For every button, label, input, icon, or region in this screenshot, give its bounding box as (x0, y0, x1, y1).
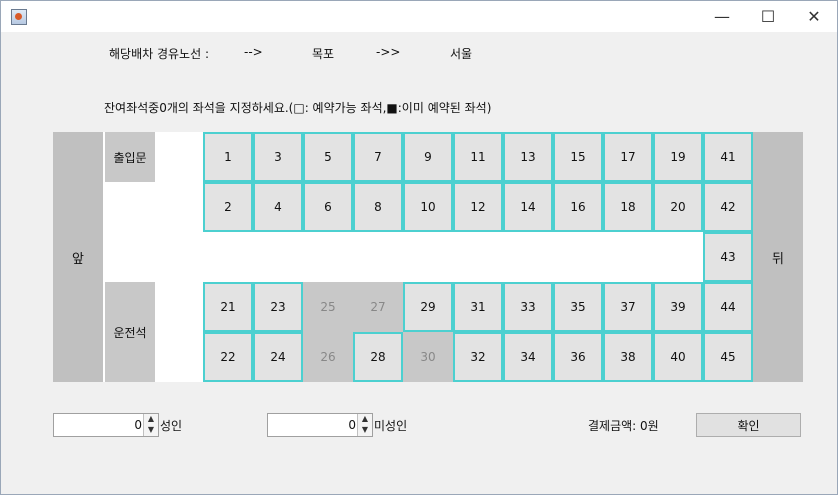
spinner-up-icon[interactable]: ▲ (361, 414, 369, 423)
seat-button-34[interactable]: 34 (503, 332, 553, 382)
seat-button-32[interactable]: 32 (453, 332, 503, 382)
seat-button-6[interactable]: 6 (303, 182, 353, 232)
seat-button-20[interactable]: 20 (653, 182, 703, 232)
payment-amount: 결제금액: 0원 (588, 419, 659, 433)
route-arrow-1: --> (244, 45, 263, 59)
minor-count-spinner[interactable]: 0 ▲ ▼ (267, 413, 373, 437)
seat-button-19[interactable]: 19 (653, 132, 703, 182)
seat-button-15[interactable]: 15 (553, 132, 603, 182)
seat-button-33[interactable]: 33 (503, 282, 553, 332)
driver-seat: 운전석 (105, 282, 155, 382)
seat-button-45[interactable]: 45 (703, 332, 753, 382)
maximize-button[interactable]: ☐ (760, 7, 776, 26)
seat-button-22[interactable]: 22 (203, 332, 253, 382)
seat-button-23[interactable]: 23 (253, 282, 303, 332)
seat-button-13[interactable]: 13 (503, 132, 553, 182)
seat-button-9[interactable]: 9 (403, 132, 453, 182)
seat-button-7[interactable]: 7 (353, 132, 403, 182)
seat-button-8[interactable]: 8 (353, 182, 403, 232)
seat-button-25[interactable]: 25 (303, 282, 353, 332)
minimize-button[interactable]: — (714, 7, 730, 26)
close-button[interactable]: ✕ (807, 7, 821, 26)
seat-button-38[interactable]: 38 (603, 332, 653, 382)
seat-button-29[interactable]: 29 (403, 282, 453, 332)
spinner-down-icon[interactable]: ▼ (147, 425, 155, 434)
seat-button-24[interactable]: 24 (253, 332, 303, 382)
spinner-down-icon[interactable]: ▼ (361, 425, 369, 434)
spinner-up-icon[interactable]: ▲ (147, 414, 155, 423)
adult-count-value: 0 (134, 418, 142, 432)
seat-button-41[interactable]: 41 (703, 132, 753, 182)
seat-button-11[interactable]: 11 (453, 132, 503, 182)
main-panel: 해당배차 경유노선 : --> 목포 ->> 서울 잔여좌석중0개의 좌석을 지… (1, 32, 837, 494)
route-arrow-2: ->> (376, 45, 401, 59)
seat-button-36[interactable]: 36 (553, 332, 603, 382)
seat-button-26[interactable]: 26 (303, 332, 353, 382)
confirm-button[interactable]: 확인 (696, 413, 801, 437)
route-origin: 목포 (312, 47, 335, 61)
bus-front: 앞 (53, 132, 103, 382)
seat-button-42[interactable]: 42 (703, 182, 753, 232)
entrance-door: 출입문 (105, 132, 155, 182)
seat-button-31[interactable]: 31 (453, 282, 503, 332)
seat-instruction: 잔여좌석중0개의 좌석을 지정하세요.(□: 예약가능 좌석,■:이미 예약된 … (104, 101, 492, 115)
seat-button-43[interactable]: 43 (703, 232, 753, 282)
seat-button-40[interactable]: 40 (653, 332, 703, 382)
seat-button-5[interactable]: 5 (303, 132, 353, 182)
seat-button-4[interactable]: 4 (253, 182, 303, 232)
seat-button-39[interactable]: 39 (653, 282, 703, 332)
seat-button-28[interactable]: 28 (353, 332, 403, 382)
seat-button-1[interactable]: 1 (203, 132, 253, 182)
seat-button-17[interactable]: 17 (603, 132, 653, 182)
route-label: 해당배차 경유노선 : (109, 47, 209, 61)
seat-button-16[interactable]: 16 (553, 182, 603, 232)
seat-button-18[interactable]: 18 (603, 182, 653, 232)
seat-button-35[interactable]: 35 (553, 282, 603, 332)
seat-button-30[interactable]: 30 (403, 332, 453, 382)
title-bar[interactable]: — ☐ ✕ (1, 1, 837, 32)
seat-button-37[interactable]: 37 (603, 282, 653, 332)
seat-button-10[interactable]: 10 (403, 182, 453, 232)
java-app-icon (11, 9, 27, 25)
seat-button-14[interactable]: 14 (503, 182, 553, 232)
seat-button-21[interactable]: 21 (203, 282, 253, 332)
adult-count-spinner[interactable]: 0 ▲ ▼ (53, 413, 159, 437)
seat-button-27[interactable]: 27 (353, 282, 403, 332)
route-destination: 서울 (450, 47, 473, 61)
minor-label: 미성인 (374, 419, 408, 433)
seat-button-2[interactable]: 2 (203, 182, 253, 232)
minor-count-value: 0 (348, 418, 356, 432)
seat-button-12[interactable]: 12 (453, 182, 503, 232)
seat-button-44[interactable]: 44 (703, 282, 753, 332)
adult-label: 성인 (160, 419, 183, 433)
bus-back: 뒤 (753, 132, 803, 382)
seat-button-3[interactable]: 3 (253, 132, 303, 182)
